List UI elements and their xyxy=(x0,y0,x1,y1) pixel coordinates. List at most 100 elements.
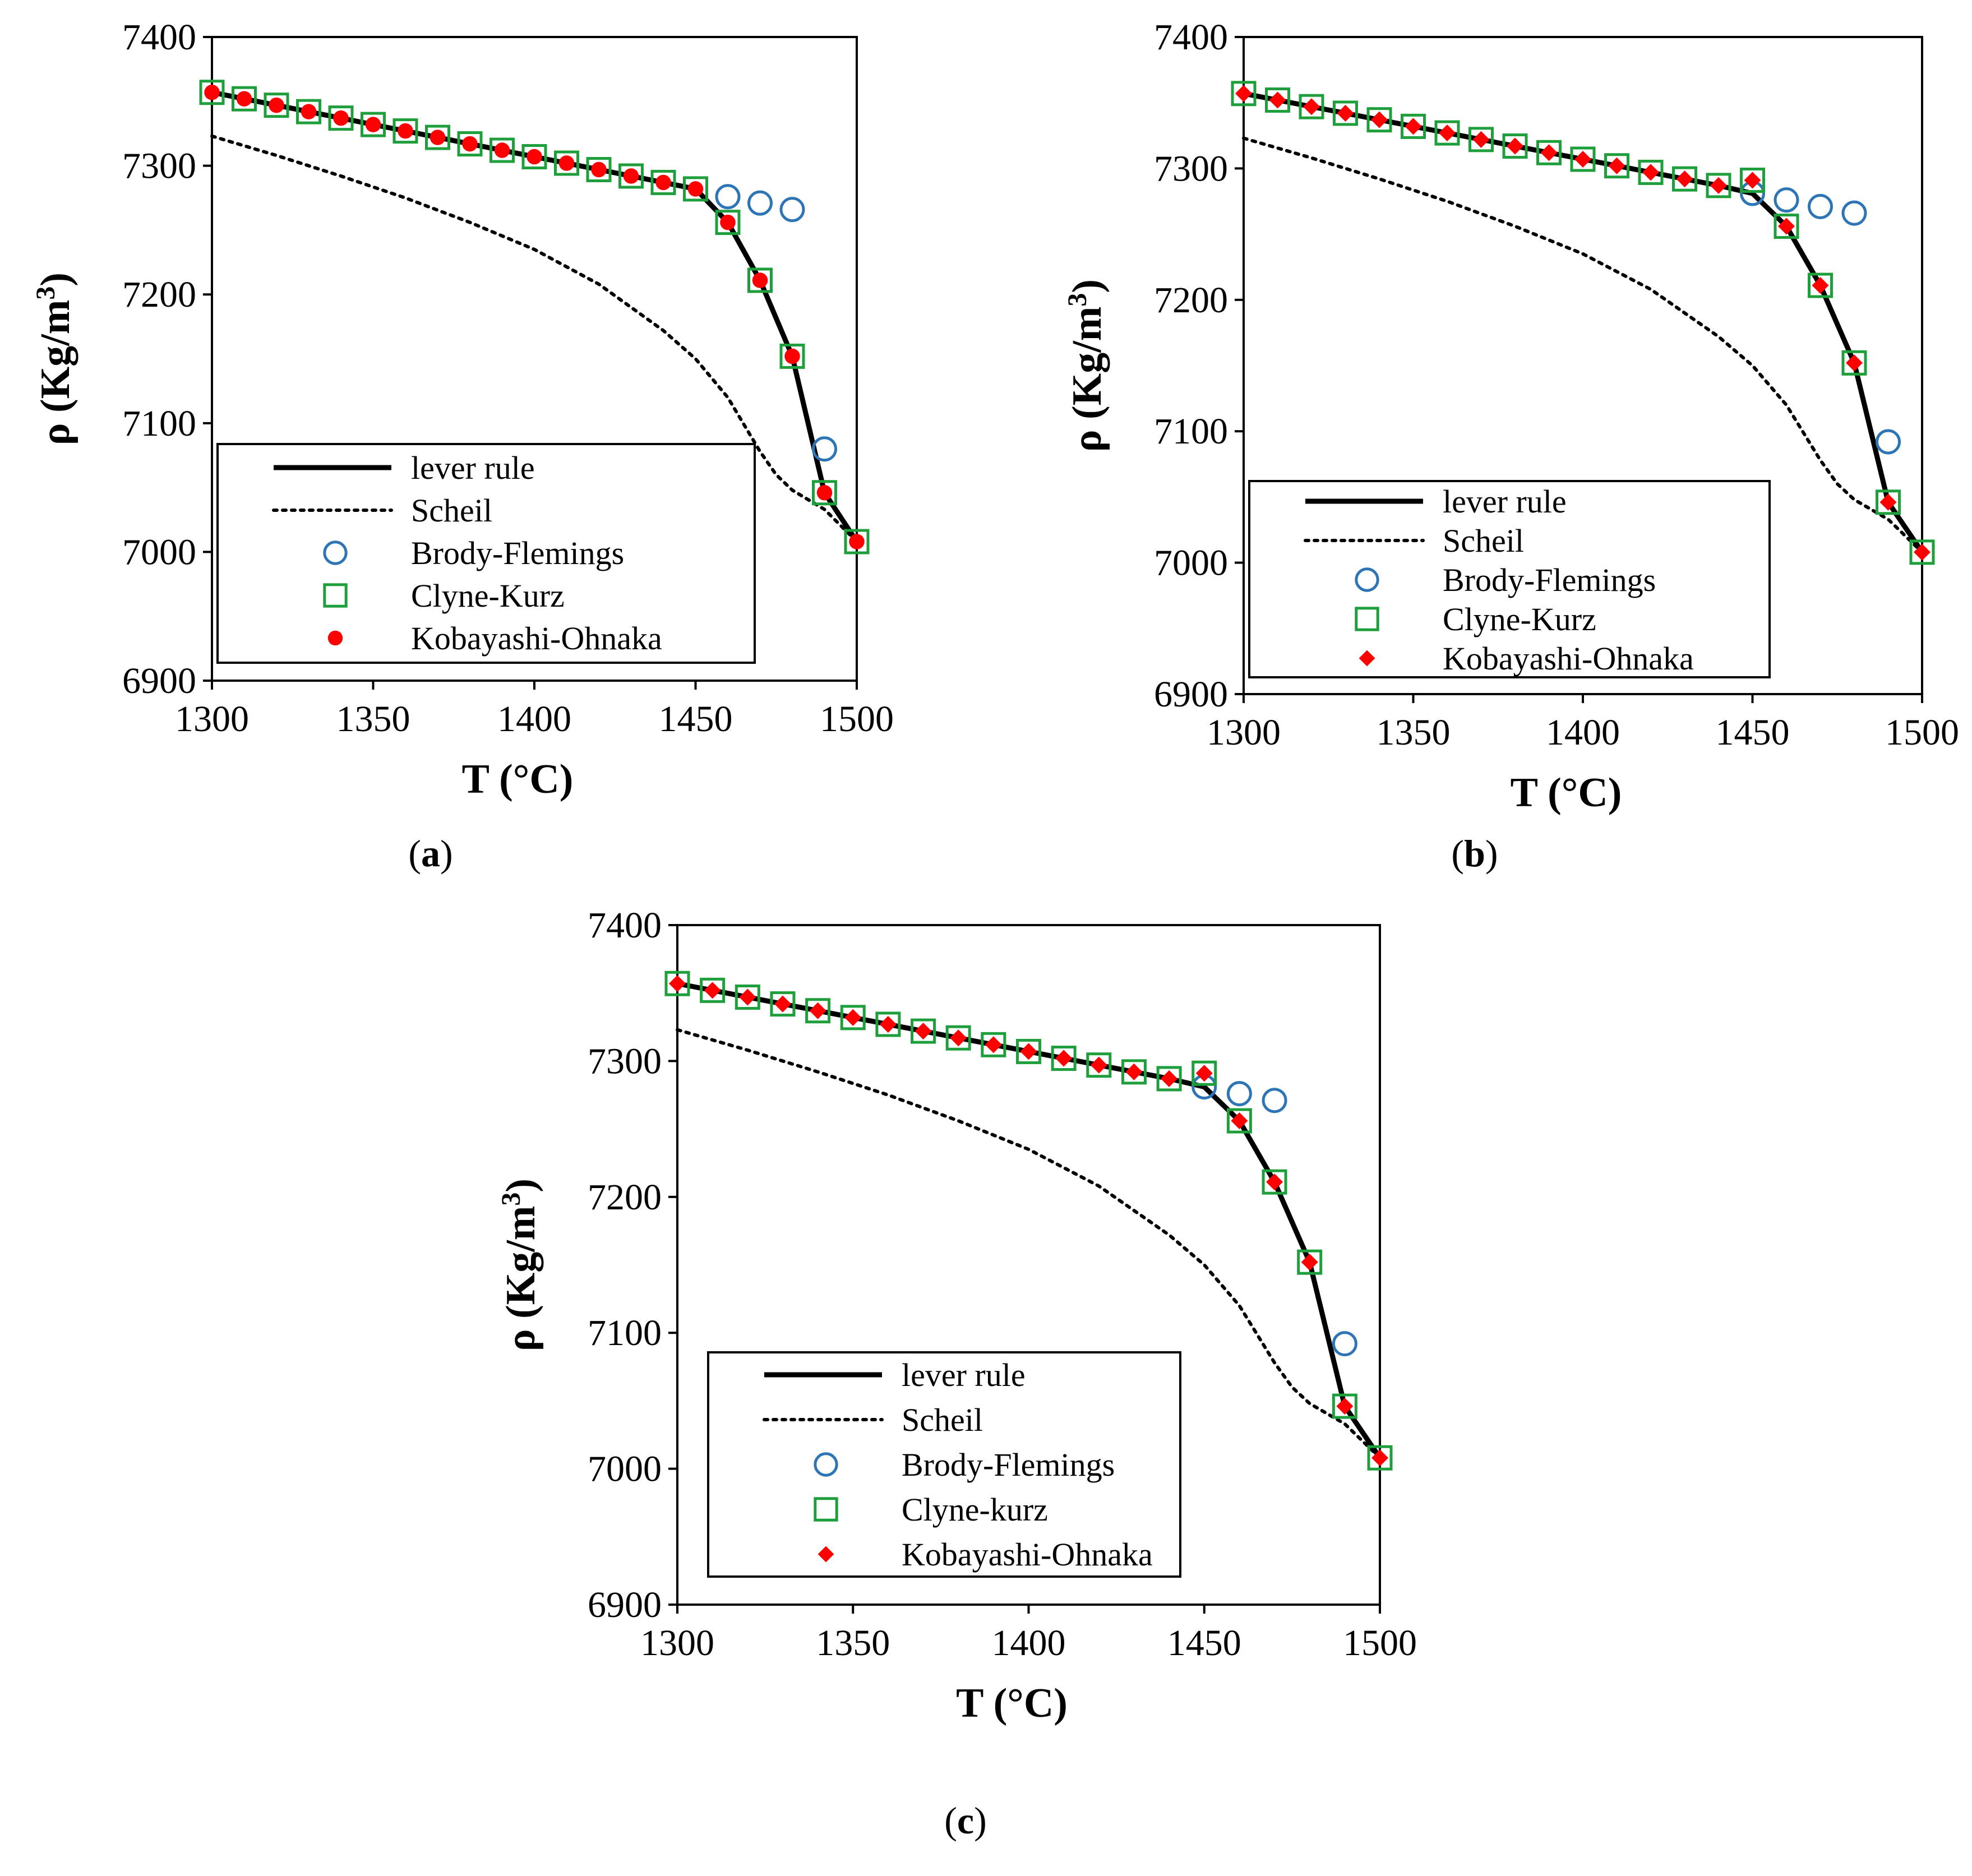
legend: lever rule Scheil Brody-Flemings Clyne-kurz… xyxy=(707,1351,1181,1578)
data-point xyxy=(844,529,870,555)
series-brody-flemings xyxy=(1740,181,1901,455)
data-point xyxy=(1540,144,1558,161)
data-point xyxy=(1808,272,1833,298)
data-point xyxy=(586,156,612,182)
y-axis-title: ρ (Kg/m3) xyxy=(496,1179,544,1351)
data-point xyxy=(1879,493,1897,511)
legend-label: lever rule xyxy=(902,1357,1026,1393)
data-point xyxy=(333,110,349,126)
data-point xyxy=(809,1002,826,1019)
data-point xyxy=(1778,218,1795,235)
x-tick-label: 1300 xyxy=(640,1623,714,1664)
data-point xyxy=(805,998,831,1024)
data-point xyxy=(1536,140,1562,165)
y-tick-label: 7200 xyxy=(122,274,196,315)
data-point xyxy=(1846,354,1863,372)
data-point xyxy=(981,1032,1006,1057)
legend-swatch-marker xyxy=(1359,650,1375,667)
data-point xyxy=(1303,98,1320,115)
x-axis-title: T (°C) xyxy=(462,756,574,802)
series-scheil xyxy=(210,134,858,544)
data-point xyxy=(1740,167,1765,193)
x-tick-label: 1500 xyxy=(1343,1623,1417,1664)
data-point xyxy=(1472,131,1490,148)
data-point xyxy=(1468,127,1494,153)
data-point xyxy=(554,150,579,176)
data-point xyxy=(985,1036,1002,1053)
data-point xyxy=(1434,120,1460,146)
series-kobayashi-ohnaka xyxy=(669,975,1388,1467)
data-point xyxy=(1262,1169,1287,1195)
data-point xyxy=(489,137,515,163)
data-point xyxy=(269,97,284,113)
legend-label: Scheil xyxy=(411,492,492,529)
x-tick-label: 1450 xyxy=(1716,712,1790,753)
legend: lever rule Scheil Brody-Flemings Clyne-Kurz… xyxy=(216,443,756,664)
y-tick-label: 7100 xyxy=(1154,411,1228,452)
data-point xyxy=(1604,153,1629,179)
data-point xyxy=(430,130,446,145)
y-tick-label: 7100 xyxy=(122,403,196,444)
data-point xyxy=(1812,277,1829,294)
data-point xyxy=(558,155,575,171)
y-tick-label: 7400 xyxy=(122,17,196,58)
panel-label: (c) xyxy=(944,1799,987,1842)
data-point xyxy=(1841,200,1867,226)
data-point xyxy=(494,142,510,158)
x-tick-label: 1400 xyxy=(992,1623,1066,1664)
data-point xyxy=(204,84,220,100)
y-tick-label: 7000 xyxy=(588,1449,662,1490)
data-point xyxy=(704,982,721,999)
legend-swatch-marker xyxy=(814,1452,838,1477)
data-point xyxy=(1336,1398,1354,1415)
series-kobayashi-ohnaka xyxy=(1235,85,1931,561)
x-axis-title: T (°C) xyxy=(956,1680,1068,1726)
data-point xyxy=(392,118,418,144)
data-point xyxy=(1710,177,1727,194)
y-axis-title: ρ (Kg/m3) xyxy=(31,272,79,445)
series-clyne-kurz xyxy=(664,971,1393,1471)
data-point xyxy=(1507,137,1523,155)
legend-box xyxy=(216,443,756,664)
data-point xyxy=(301,104,317,119)
x-tick-label: 1350 xyxy=(816,1623,890,1664)
data-point xyxy=(1299,94,1324,119)
data-point xyxy=(950,1029,967,1047)
x-tick-label: 1300 xyxy=(1207,712,1281,753)
data-point xyxy=(945,1025,971,1051)
data-point xyxy=(1676,170,1693,188)
data-point xyxy=(911,1018,936,1044)
legend-swatch-marker xyxy=(818,1546,834,1563)
data-point xyxy=(1020,1043,1037,1060)
data-point xyxy=(1841,350,1867,376)
data-point xyxy=(1332,1393,1357,1419)
legend-label: Kobayashi-Ohnaka xyxy=(1443,640,1694,677)
y-tick-label: 7400 xyxy=(588,905,662,946)
y-tick-label: 7300 xyxy=(588,1041,662,1082)
data-point xyxy=(683,176,708,202)
data-point xyxy=(1086,1052,1112,1078)
data-point xyxy=(844,1009,862,1026)
y-axis-title: ρ (Kg/m3) xyxy=(1063,279,1111,452)
data-point xyxy=(1195,1065,1213,1082)
x-tick-label: 1400 xyxy=(497,699,571,740)
data-point xyxy=(1016,1038,1041,1064)
data-point xyxy=(457,131,483,157)
data-point xyxy=(1191,1060,1217,1086)
data-point xyxy=(1439,124,1456,142)
x-tick-label: 1350 xyxy=(336,699,410,740)
y-tick-label: 7400 xyxy=(1154,17,1228,58)
legend-label: Clyne-Kurz xyxy=(1443,601,1596,637)
series-brody-flemings xyxy=(715,184,837,462)
data-point xyxy=(1744,172,1761,189)
data-point xyxy=(1235,85,1252,102)
data-point xyxy=(236,91,252,107)
series-scheil xyxy=(1242,136,1924,554)
series-clyne-kurz xyxy=(1231,81,1935,565)
data-point xyxy=(1774,187,1799,213)
data-point xyxy=(1266,1173,1283,1191)
data-point xyxy=(1269,91,1286,109)
x-axis-title: T (°C) xyxy=(1511,770,1622,816)
legend-label: Brody-Flemings xyxy=(411,535,624,571)
